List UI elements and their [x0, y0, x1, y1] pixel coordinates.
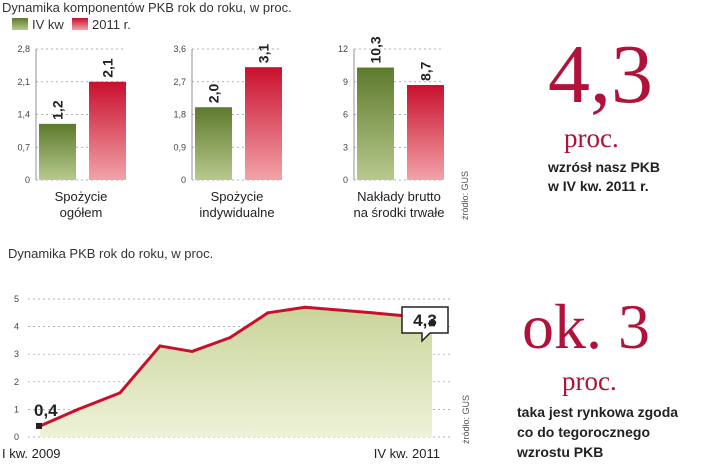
line-chart-title: Dynamika PKB rok do roku, w proc.: [8, 246, 213, 261]
data-point: [190, 349, 194, 353]
tick-label: 0: [181, 175, 186, 185]
bar-value-label: 10,3: [368, 36, 384, 63]
data-point: [266, 311, 270, 315]
bar-chart-title: Dynamika komponentów PKB rok do roku, w …: [2, 0, 292, 15]
callout-forecast-line-1: taka jest rynkowa zgoda: [517, 404, 678, 420]
category-label: ogółem: [60, 205, 103, 220]
data-point: [228, 336, 232, 340]
tick-label: 2,8: [17, 44, 30, 54]
line-chart-source: źródło: GUS: [461, 395, 471, 444]
bar-2011: [89, 81, 126, 180]
tick-label: 6: [343, 110, 348, 120]
bar-chart-source: źródło: GUS: [460, 171, 470, 220]
data-point: [303, 305, 307, 309]
legend-swatch-ivkw: [12, 18, 28, 30]
tick-label: 3: [14, 349, 19, 359]
category-label: Spożycie: [211, 189, 264, 204]
tick-label: 2,7: [173, 77, 186, 87]
bar-ivkw: [39, 123, 76, 180]
data-point: [158, 344, 162, 348]
legend-label-ivkw: IV kw: [32, 17, 64, 32]
tick-label: 2,1: [17, 77, 30, 87]
data-point: [118, 391, 122, 395]
callout-unit: proc.: [564, 123, 619, 153]
tick-label: 3: [343, 142, 348, 152]
last-value-bubble: [401, 306, 449, 343]
data-point: [76, 407, 80, 411]
category-label: Nakłady brutto: [357, 189, 441, 204]
bar-value-label: 2,1: [100, 58, 116, 78]
legend-label-2011: 2011 r.: [92, 17, 131, 32]
tick-label: 1: [14, 404, 19, 414]
tick-label: 0: [25, 175, 30, 185]
bar-2011: [245, 67, 282, 180]
bar-value-label: 3,1: [256, 44, 272, 64]
bar-value-label: 1,2: [50, 100, 66, 120]
callout-forecast-unit: proc.: [562, 366, 617, 396]
data-point: [370, 311, 374, 315]
last-point-marker: [429, 320, 435, 327]
legend-swatch-2011: [72, 18, 88, 30]
bar-2011: [407, 85, 444, 180]
bar-ivkw: [357, 67, 394, 180]
tick-label: 4: [14, 322, 19, 332]
tick-label: 0,7: [17, 142, 30, 152]
tick-label: 1,8: [173, 110, 186, 120]
callout-forecast-number: ok. 3: [522, 291, 650, 362]
gdp-line: [39, 305, 433, 428]
bar-value-label: 2,0: [206, 84, 222, 104]
callout-note-line-1: wzrósł nasz PKB: [547, 159, 660, 175]
category-label: indywidualne: [199, 205, 274, 220]
tick-label: 2: [14, 377, 19, 387]
x-label-start: I kw. 2009: [2, 446, 61, 461]
x-label-end: IV kw. 2011: [374, 446, 440, 461]
first-point-marker: [36, 422, 42, 429]
bar-ivkw: [195, 107, 232, 180]
first-value-label: 0,4: [34, 401, 58, 420]
tick-label: 1,4: [17, 110, 30, 120]
bar-value-label: 8,7: [418, 61, 434, 81]
bar-panels: 00,71,42,12,81,22,1Spożycieogółem00,91,8…: [17, 36, 444, 220]
tick-label: 5: [14, 294, 19, 304]
callout-forecast-line-3: wzrostu PKB: [516, 444, 603, 460]
gdp-area: [40, 307, 432, 437]
tick-label: 0,9: [173, 142, 186, 152]
callout-forecast-line-2: co do tegorocznego: [517, 424, 650, 440]
tick-label: 12: [338, 44, 348, 54]
category-label: Spożycie: [55, 189, 108, 204]
tick-label: 9: [343, 77, 348, 87]
callout-big-number: 4,3: [548, 28, 653, 121]
category-label: na środki trwałe: [353, 205, 444, 220]
callout-note-line-2: w IV kw. 2011 r.: [547, 178, 649, 194]
tick-label: 3,6: [173, 44, 186, 54]
tick-label: 0: [14, 432, 19, 442]
tick-label: 0: [343, 175, 348, 185]
